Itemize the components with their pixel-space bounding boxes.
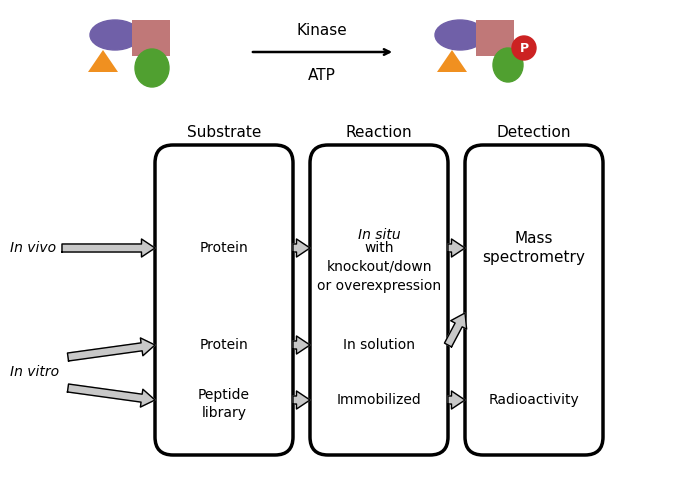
Ellipse shape — [493, 48, 523, 82]
Polygon shape — [68, 384, 155, 407]
Text: with
knockout/down
or overexpression: with knockout/down or overexpression — [317, 241, 441, 293]
FancyBboxPatch shape — [132, 20, 170, 56]
Polygon shape — [448, 239, 465, 257]
Text: Radioactivity: Radioactivity — [488, 393, 579, 407]
Ellipse shape — [135, 49, 169, 87]
Text: Substrate: Substrate — [187, 125, 261, 140]
Ellipse shape — [435, 20, 485, 50]
Polygon shape — [68, 338, 155, 361]
Polygon shape — [445, 313, 466, 347]
Text: In solution: In solution — [343, 338, 415, 352]
Text: Kinase: Kinase — [296, 23, 348, 38]
Text: Peptide
library: Peptide library — [198, 388, 250, 420]
Ellipse shape — [90, 20, 140, 50]
Polygon shape — [293, 239, 310, 257]
Text: Reaction: Reaction — [346, 125, 413, 140]
Text: Mass
spectrometry: Mass spectrometry — [483, 230, 585, 265]
Polygon shape — [62, 239, 155, 257]
Text: In vitro: In vitro — [10, 366, 59, 380]
Text: Detection: Detection — [497, 125, 571, 140]
Polygon shape — [448, 391, 465, 409]
FancyBboxPatch shape — [476, 20, 514, 56]
Text: Protein: Protein — [199, 241, 249, 255]
Polygon shape — [88, 50, 118, 72]
Polygon shape — [437, 50, 467, 72]
Polygon shape — [293, 336, 310, 354]
Text: In situ: In situ — [358, 228, 400, 242]
Text: ATP: ATP — [308, 68, 336, 83]
Text: In vivo: In vivo — [10, 241, 56, 255]
Text: P: P — [520, 42, 529, 54]
Polygon shape — [293, 391, 310, 409]
Text: Protein: Protein — [199, 338, 249, 352]
Text: Immobilized: Immobilized — [337, 393, 421, 407]
Circle shape — [512, 36, 536, 60]
